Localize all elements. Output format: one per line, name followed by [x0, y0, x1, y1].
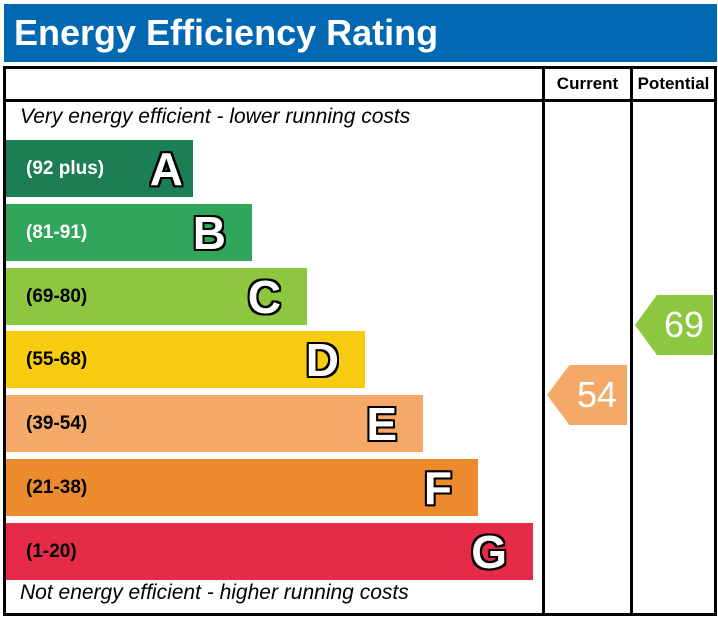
potential-column-divider [630, 69, 633, 613]
page-title: Energy Efficiency Rating [14, 12, 439, 53]
band-letter: F [423, 461, 452, 514]
current-rating-arrow: 54 [547, 365, 627, 425]
band-range-label: (55-68) [26, 348, 88, 370]
band-range-label: (21-38) [26, 476, 88, 498]
potential-column-header: Potential [637, 74, 710, 93]
band-row-b: (81-91) B [6, 204, 252, 261]
band-range-label: (1-20) [26, 540, 77, 562]
band-row-d: (55-68) D [6, 331, 365, 388]
potential-rating-arrow: 69 [635, 295, 713, 355]
current-rating-value: 54 [576, 374, 618, 415]
band-letter: E [366, 397, 397, 450]
band-row-a: (92 plus) A [6, 140, 193, 197]
rating-table: Current Potential Very energy efficient … [3, 66, 717, 616]
header-separator [6, 99, 714, 102]
bottom-note: Not energy efficient - higher running co… [20, 581, 409, 604]
band-row-f: (21-38) F [6, 459, 478, 516]
top-note: Very energy efficient - lower running co… [20, 105, 411, 128]
current-column-header: Current [556, 74, 619, 93]
band-range-label: (81-91) [26, 221, 88, 243]
band-letter: C [247, 270, 281, 323]
rating-table-inner: Current Potential Very energy efficient … [6, 69, 714, 613]
band-row-c: (69-80) C [6, 268, 307, 325]
band-row-e: (39-54) E [6, 395, 423, 452]
band-row-g: (1-20) G [6, 523, 533, 580]
band-letter: G [471, 525, 507, 578]
band-range-label: (92 plus) [26, 157, 105, 179]
band-range-label: (39-54) [26, 412, 88, 434]
band-range-label: (69-80) [26, 285, 88, 307]
title-bar: Energy Efficiency Rating [4, 4, 717, 62]
band-letter: B [192, 206, 226, 259]
potential-rating-value: 69 [663, 304, 705, 345]
current-column-divider [542, 69, 545, 613]
band-letter: D [305, 333, 339, 386]
band-letter: A [149, 142, 183, 195]
